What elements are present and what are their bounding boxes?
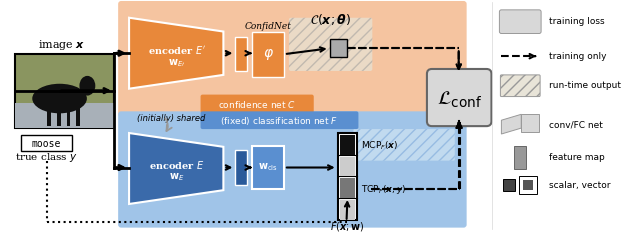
Polygon shape (501, 114, 521, 134)
Bar (252, 32, 284, 77)
Text: (fixed) classification net $F$: (fixed) classification net $F$ (220, 115, 338, 127)
Polygon shape (129, 18, 223, 89)
Bar (252, 146, 284, 189)
Bar (337, 133, 357, 220)
Bar (519, 176, 537, 194)
Text: image $\boldsymbol{x}$: image $\boldsymbol{x}$ (38, 38, 85, 52)
Text: $\mathcal{L}_\mathrm{conf}$: $\mathcal{L}_\mathrm{conf}$ (436, 89, 482, 110)
Text: training loss: training loss (549, 17, 605, 26)
Bar (236, 37, 247, 71)
Text: $\mathrm{MCP}_F(\boldsymbol{x})$: $\mathrm{MCP}_F(\boldsymbol{x})$ (362, 140, 399, 152)
FancyBboxPatch shape (353, 129, 455, 161)
Ellipse shape (32, 84, 87, 113)
FancyBboxPatch shape (427, 69, 492, 126)
Text: encoder $E$: encoder $E$ (149, 159, 204, 171)
Bar (76, 108, 81, 126)
Text: encoder $E'$: encoder $E'$ (148, 44, 205, 56)
Bar (340, 200, 355, 220)
FancyBboxPatch shape (200, 111, 358, 129)
FancyBboxPatch shape (118, 1, 467, 117)
FancyBboxPatch shape (499, 10, 541, 33)
Text: $\mathbf{w}_{E\prime}$: $\mathbf{w}_{E\prime}$ (168, 57, 186, 69)
Text: scalar, vector: scalar, vector (549, 181, 611, 190)
Bar (236, 150, 247, 185)
Bar (521, 114, 539, 132)
Text: $\mathbf{w}_{E}$: $\mathbf{w}_{E}$ (169, 172, 184, 183)
Bar (340, 178, 355, 198)
FancyBboxPatch shape (118, 111, 467, 228)
Text: $F(\boldsymbol{x};\mathbf{w})$: $F(\boldsymbol{x};\mathbf{w})$ (330, 220, 365, 233)
Bar (504, 179, 515, 191)
Text: feature map: feature map (549, 153, 605, 162)
FancyBboxPatch shape (200, 95, 314, 113)
Bar (47, 108, 51, 126)
Text: $\mathbf{w}_\mathrm{cls}$: $\mathbf{w}_\mathrm{cls}$ (258, 162, 278, 173)
Bar (515, 146, 526, 169)
Bar (524, 180, 533, 190)
Text: $\varphi$: $\varphi$ (262, 47, 273, 62)
FancyBboxPatch shape (289, 18, 372, 71)
FancyBboxPatch shape (21, 135, 72, 151)
Ellipse shape (79, 76, 95, 95)
Text: $\mathcal{C}(\boldsymbol{x};\boldsymbol{\theta})$: $\mathcal{C}(\boldsymbol{x};\boldsymbol{… (310, 12, 351, 27)
Text: (initially) shared: (initially) shared (136, 114, 205, 123)
Bar (56, 108, 61, 126)
FancyBboxPatch shape (500, 75, 540, 97)
Text: moose: moose (32, 139, 61, 149)
Bar (340, 135, 355, 155)
Bar (15, 103, 114, 128)
Bar (15, 54, 114, 128)
Bar (330, 39, 348, 57)
Text: confidence net $C$: confidence net $C$ (218, 99, 296, 110)
Polygon shape (129, 133, 223, 204)
Text: run-time output: run-time output (549, 81, 621, 90)
Text: true class $y$: true class $y$ (15, 151, 78, 164)
Text: ConfidNet: ConfidNet (244, 22, 291, 31)
Text: conv/FC net: conv/FC net (549, 121, 603, 130)
Bar (67, 108, 70, 126)
Bar (340, 157, 355, 176)
Text: $\mathrm{TCP}_F(\boldsymbol{x},y)$: $\mathrm{TCP}_F(\boldsymbol{x},y)$ (362, 183, 406, 196)
Text: training only: training only (549, 52, 607, 61)
